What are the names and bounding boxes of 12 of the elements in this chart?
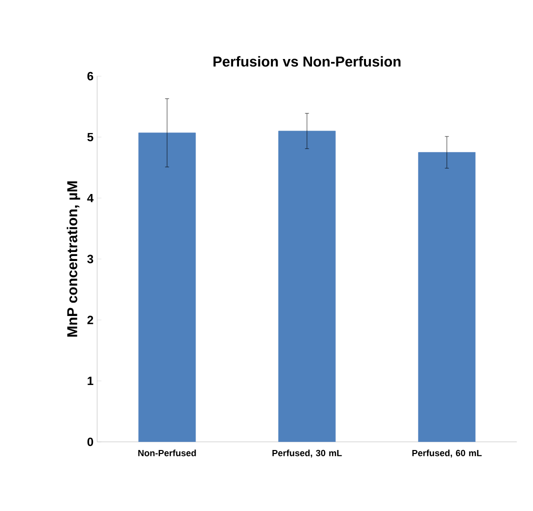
chart-title: Perfusion vs Non-Perfusion — [214, 56, 400, 67]
y-tick-label: 0 — [87, 438, 94, 446]
y-tick-label: 3 — [87, 254, 94, 264]
x-tick-label: Perfused, 60 mL — [412, 450, 482, 458]
y-tick-label: 5 — [87, 132, 94, 142]
y-axis-title: MnP concentration, µM — [66, 181, 80, 337]
x-tick-label: Perfused, 30 mL — [272, 450, 342, 458]
y-tick-label: 6 — [87, 72, 94, 80]
y-tick-label: 4 — [87, 194, 94, 202]
y-tick-label: 2 — [87, 316, 94, 324]
x-tick-label: Non-Perfused — [138, 450, 196, 456]
y-tick-label: 1 — [88, 376, 94, 386]
